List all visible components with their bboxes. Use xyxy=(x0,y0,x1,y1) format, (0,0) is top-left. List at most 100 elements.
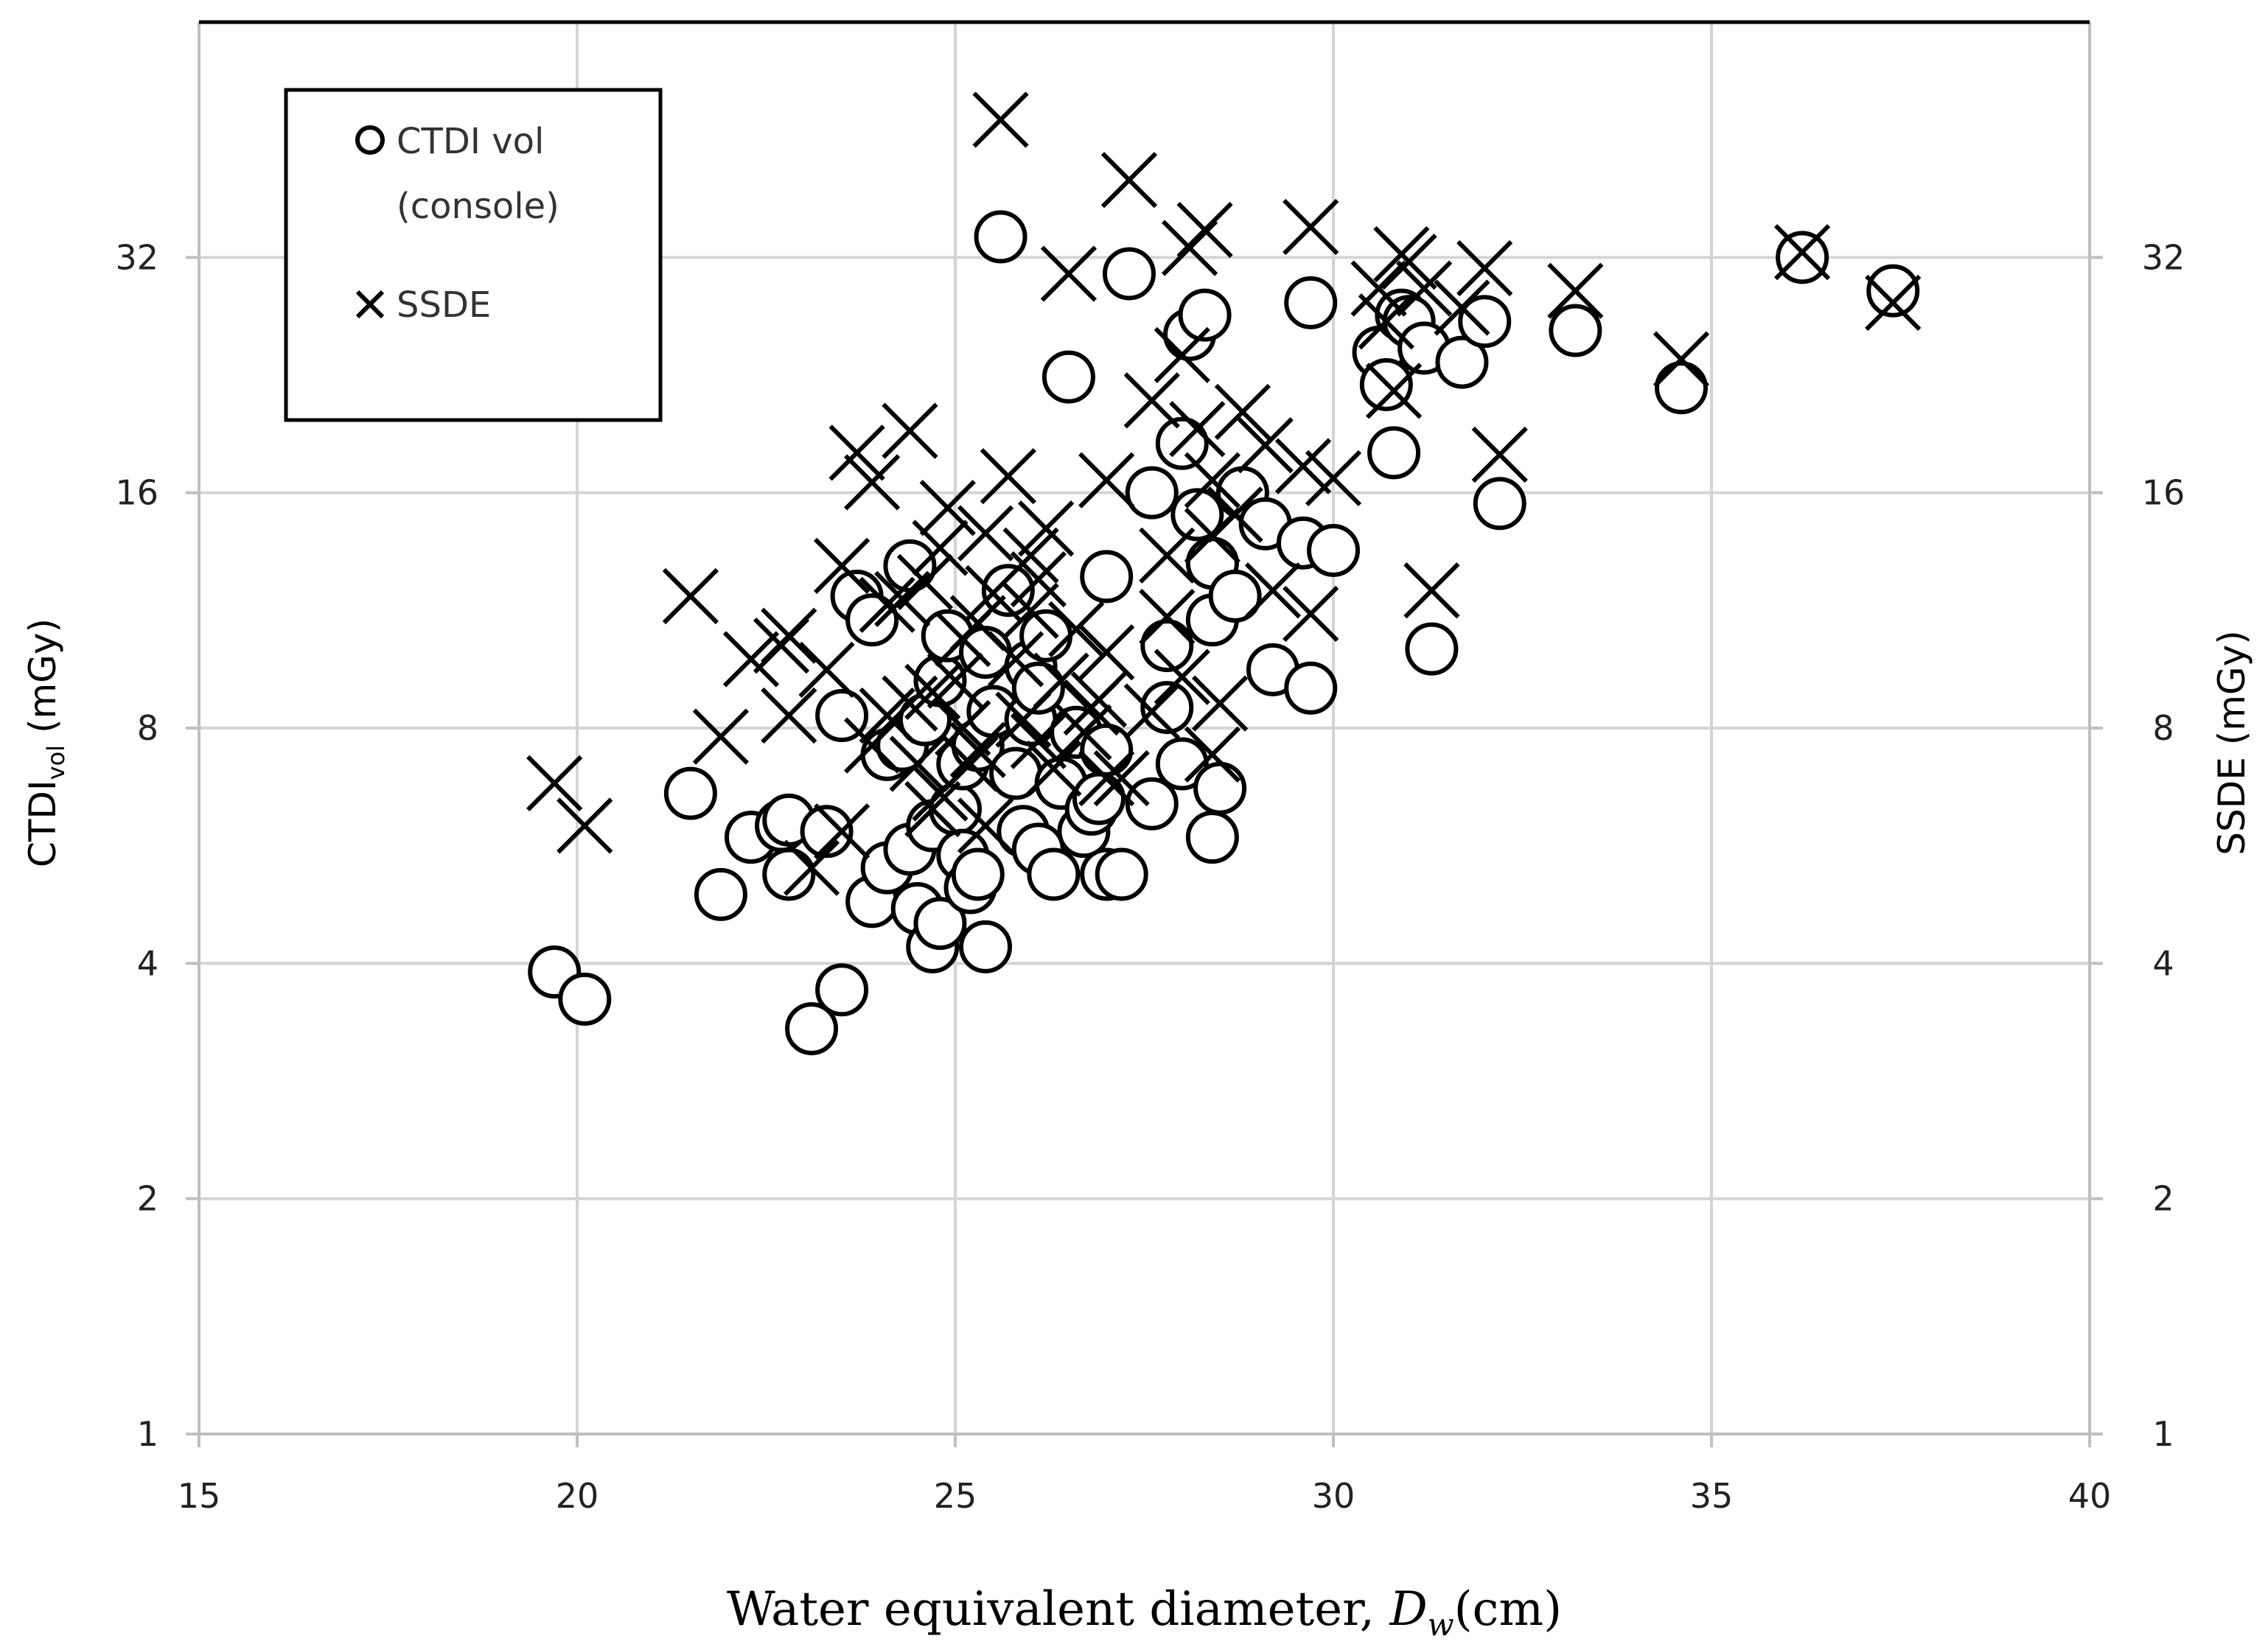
ctdi-point xyxy=(762,847,816,901)
ssde-point-stroke xyxy=(1017,500,1075,557)
ssde-point xyxy=(1184,452,1241,508)
ssde-point-stroke xyxy=(1184,726,1241,783)
ssde-point xyxy=(1305,450,1362,507)
ctdi-point xyxy=(1284,661,1338,715)
ssde-point-stroke xyxy=(957,797,1014,854)
ctdi-point xyxy=(1405,622,1459,676)
legend-label-ctdi: (console) xyxy=(397,186,559,227)
ssde-point xyxy=(761,607,817,664)
ssde-point-stroke xyxy=(904,780,961,838)
ssde-point-stroke xyxy=(859,576,915,633)
ssde-point-stroke xyxy=(761,687,817,744)
ssde-point xyxy=(1139,527,1196,584)
y-tick-label-left: 1 xyxy=(137,1414,158,1454)
ssde-point-stroke xyxy=(1123,372,1180,429)
ssde-point-stroke xyxy=(526,755,583,811)
ssde-point xyxy=(1002,582,1059,640)
ssde-point-stroke xyxy=(1078,452,1135,508)
ssde-point-stroke xyxy=(942,735,999,792)
ssde-point-stroke xyxy=(1040,245,1098,302)
ctdi-point xyxy=(1095,847,1148,901)
y-tick-label-left: 4 xyxy=(137,943,158,983)
ssde-point xyxy=(798,641,855,698)
ssde-point-stroke xyxy=(1207,486,1263,543)
ssde-point xyxy=(761,687,817,744)
ssde-point xyxy=(1139,588,1196,646)
ssde-point-stroke xyxy=(1395,260,1453,317)
y-tick-label-left: 2 xyxy=(137,1179,158,1219)
ssde-point-stroke xyxy=(1365,363,1423,419)
ssde-point-stroke xyxy=(813,537,870,595)
ctdi-point xyxy=(815,963,869,1017)
ssde-point-stroke xyxy=(1184,452,1241,508)
ssde-point xyxy=(1078,624,1135,681)
ssde-point-stroke xyxy=(1002,582,1059,640)
ctdi-point xyxy=(1654,361,1708,415)
ctdi-point xyxy=(1155,737,1209,791)
ssde-point-stroke xyxy=(1381,234,1437,290)
ctdi-point xyxy=(785,1001,839,1055)
ssde-point xyxy=(1025,740,1082,797)
ctdi-point xyxy=(913,897,967,951)
y-tick-label-right: 16 xyxy=(2142,473,2185,513)
ctdi-point xyxy=(1170,488,1224,542)
ssde-point-stroke xyxy=(828,424,885,481)
ctdi-point xyxy=(1185,811,1239,864)
ssde-point-stroke xyxy=(972,91,1029,148)
ssde-point xyxy=(1350,260,1407,317)
ctdi-point xyxy=(1140,619,1194,673)
ssde-point-stroke xyxy=(1002,527,1059,584)
ssde-point-stroke xyxy=(1010,713,1067,769)
ssde-point xyxy=(1471,426,1528,483)
y-tick-label-right: 4 xyxy=(2152,943,2174,983)
ssde-point-stroke xyxy=(783,839,840,896)
ssde-point xyxy=(1176,201,1233,259)
ssde-point-stroke xyxy=(889,735,946,792)
ssde-point xyxy=(957,797,1014,854)
ssde-point xyxy=(1040,245,1098,302)
y-tick-label-left: 8 xyxy=(137,708,158,748)
ssde-point xyxy=(1395,260,1453,317)
ssde-point xyxy=(722,631,780,688)
ctdi-point xyxy=(1080,723,1134,777)
ssde-point-stroke xyxy=(1100,152,1158,209)
ssde-point xyxy=(987,631,1044,688)
x-tick-label: 25 xyxy=(934,1476,977,1516)
ctdi-point xyxy=(1140,681,1194,735)
y-tick-label-left: 16 xyxy=(115,473,158,513)
ctdi-point xyxy=(1125,466,1179,520)
axis-titles: Water equivalent diameter, Dw(cm) CTDIvol… xyxy=(21,618,2253,1643)
ssde-point-stroke xyxy=(798,641,855,698)
ctdi-point xyxy=(1102,247,1156,301)
ssde-point-stroke xyxy=(1237,417,1294,474)
ssde-point-stroke xyxy=(1139,527,1196,584)
ctdi-point xyxy=(1041,350,1095,404)
y-tick-label-right: 2 xyxy=(2152,1179,2174,1219)
ctdi-point xyxy=(1776,231,1829,284)
ssde-point-stroke xyxy=(844,717,901,774)
ssde-point-stroke xyxy=(1358,293,1414,350)
ssde-point-stroke xyxy=(844,454,901,511)
ssde-point-stroke xyxy=(1078,750,1135,807)
ssde-point-stroke xyxy=(1773,224,1831,281)
ctdi-point xyxy=(1549,304,1602,357)
ssde-point xyxy=(783,839,840,896)
ssde-point xyxy=(1033,652,1089,709)
ssde-point-stroke xyxy=(1653,331,1710,388)
ssde-point-stroke xyxy=(980,448,1036,505)
ssde-point-stroke xyxy=(927,652,984,709)
x-tick-label: 15 xyxy=(178,1476,221,1516)
ctdi-point xyxy=(1178,288,1232,342)
ssde-point xyxy=(1048,601,1105,658)
ssde-point-stroke xyxy=(1274,438,1332,494)
ctdi-point xyxy=(959,920,1013,973)
ssde-point-stroke xyxy=(1176,201,1233,259)
ctdi-point xyxy=(1080,550,1134,604)
ssde-point-stroke xyxy=(1154,326,1210,383)
ctdi-point xyxy=(1011,661,1065,715)
ssde-point xyxy=(1274,438,1332,494)
ssde-point-stroke xyxy=(1283,585,1339,643)
legend-circle-marker xyxy=(355,125,385,155)
x-tick-label: 20 xyxy=(556,1476,599,1516)
